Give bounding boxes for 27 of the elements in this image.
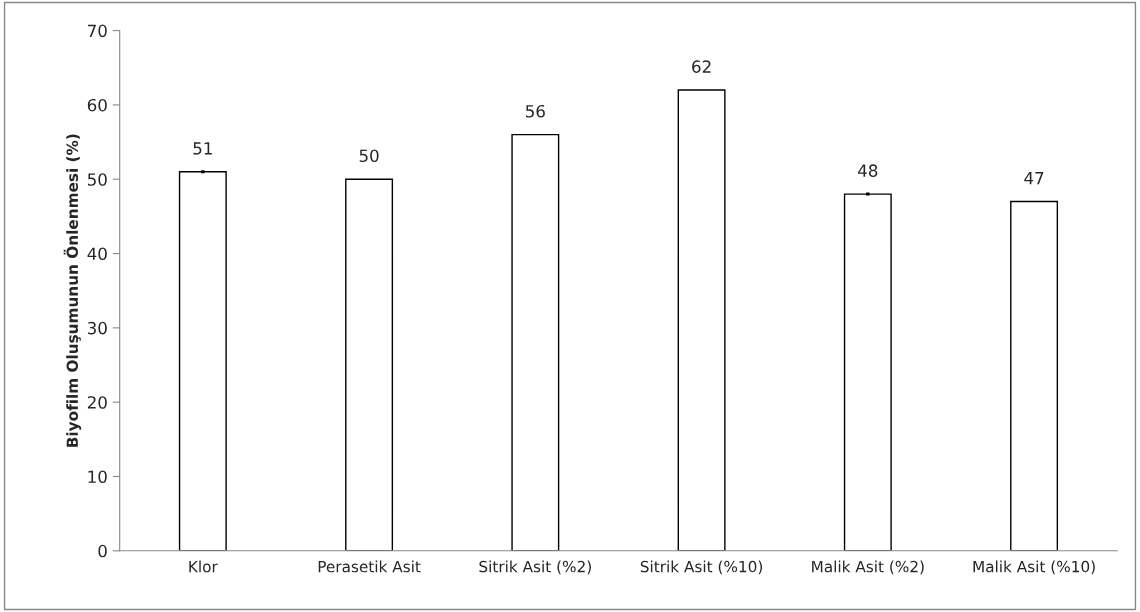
x-tick-label: Perasetik Asit [318,560,421,573]
bar [178,171,227,551]
data-label: 51 [193,142,212,155]
bar [511,133,560,551]
data-label: 56 [526,104,545,118]
y-tick-label: 0 [98,544,107,558]
x-tick-label: Malik Asit (%10) [973,560,1095,575]
bar [677,89,726,551]
bar [843,193,892,551]
x-tick-label: Sitrik Asit (%10) [640,560,763,575]
x-tick-label: Klor [189,560,218,573]
y-tick-label: 70 [88,24,107,38]
y-tick-label: 10 [88,470,107,484]
y-tick-label: 30 [87,321,107,335]
y-tick-label: 40 [87,247,107,261]
x-tick-label: Sitrik Asit (%2) [479,560,591,575]
y-tick-label: 20 [87,396,107,409]
y-tick-label: 60 [87,98,107,112]
data-label: 62 [692,60,711,73]
data-label: 50 [359,149,379,163]
data-label: 48 [858,164,878,177]
x-tick-label: Malik Asit (%2) [812,560,924,575]
y-tick-label: 50 [87,173,107,186]
bar [1010,200,1059,551]
y-axis-title: Biyofilm Oluşumunun Önlenmesi (%) [63,134,82,447]
bar [345,178,394,551]
data-label: 47 [1024,172,1044,185]
